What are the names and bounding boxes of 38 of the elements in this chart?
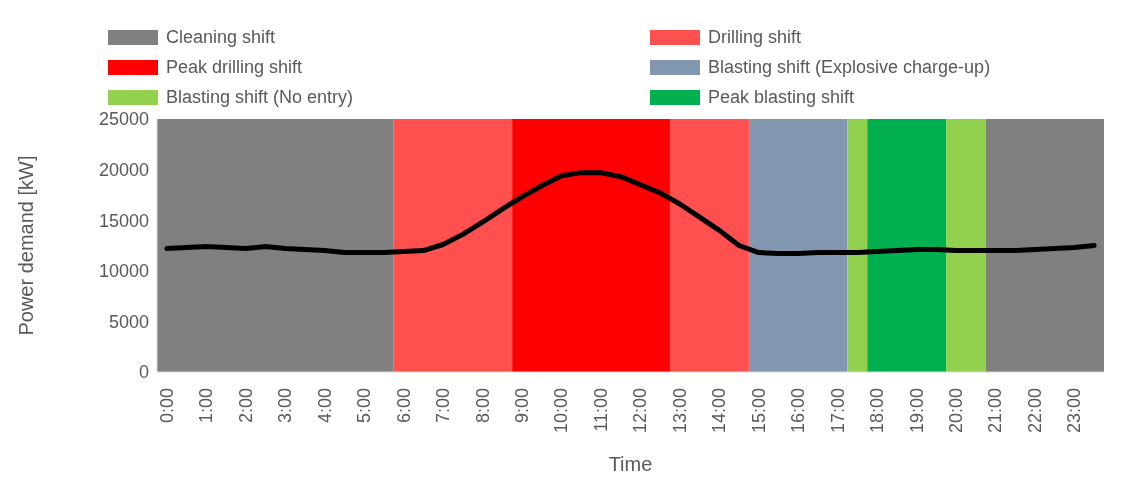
legend-label: Cleaning shift <box>166 26 276 48</box>
x-tick-label: 8:00 <box>472 388 493 424</box>
x-tick-label: 22:00 <box>1024 388 1045 434</box>
y-tick-label: 0 <box>138 362 149 383</box>
y-tick-label: 5000 <box>108 311 149 332</box>
x-tick-label: 14:00 <box>709 388 730 434</box>
x-tick-label: 6:00 <box>393 388 414 424</box>
x-tick-label: 23:00 <box>1064 388 1085 434</box>
x-tick-label: 0:00 <box>156 388 177 424</box>
legend-label: Peak blasting shift <box>708 86 855 108</box>
x-tick-label: 1:00 <box>196 388 217 424</box>
y-tick-label: 10000 <box>98 261 149 282</box>
x-tick-label: 21:00 <box>985 388 1006 434</box>
x-tick-label: 11:00 <box>590 388 611 432</box>
y-axis-title: Power demand [kW] <box>15 155 38 336</box>
x-tick-label: 20:00 <box>946 388 967 434</box>
x-tick-label: 19:00 <box>906 388 927 434</box>
x-tick-label: 9:00 <box>511 388 532 424</box>
legend-label: Blasting shift (No entry) <box>166 86 354 108</box>
x-tick-label: 2:00 <box>235 388 256 424</box>
x-tick-label: 15:00 <box>748 388 769 434</box>
x-tick-label: 3:00 <box>275 388 296 424</box>
legend-label: Drilling shift <box>708 26 802 48</box>
x-tick-label: 10:00 <box>551 388 572 434</box>
x-tick-label: 7:00 <box>433 388 454 424</box>
x-tick-label: 16:00 <box>788 388 809 434</box>
y-tick-label: 25000 <box>98 109 149 130</box>
x-axis-title: Time <box>608 453 653 475</box>
legend-label: Blasting shift (Explosive charge-up) <box>708 56 991 78</box>
x-tick-label: 17:00 <box>827 388 848 434</box>
y-tick-label: 15000 <box>98 210 149 231</box>
y-tick-label: 20000 <box>98 159 149 180</box>
legend-label: Peak drilling shift <box>166 56 303 78</box>
x-tick-label: 12:00 <box>630 388 651 434</box>
x-tick-label: 18:00 <box>867 388 888 434</box>
x-tick-label: 13:00 <box>669 388 690 434</box>
x-tick-label: 5:00 <box>354 388 375 424</box>
x-tick-label: 4:00 <box>314 388 335 424</box>
